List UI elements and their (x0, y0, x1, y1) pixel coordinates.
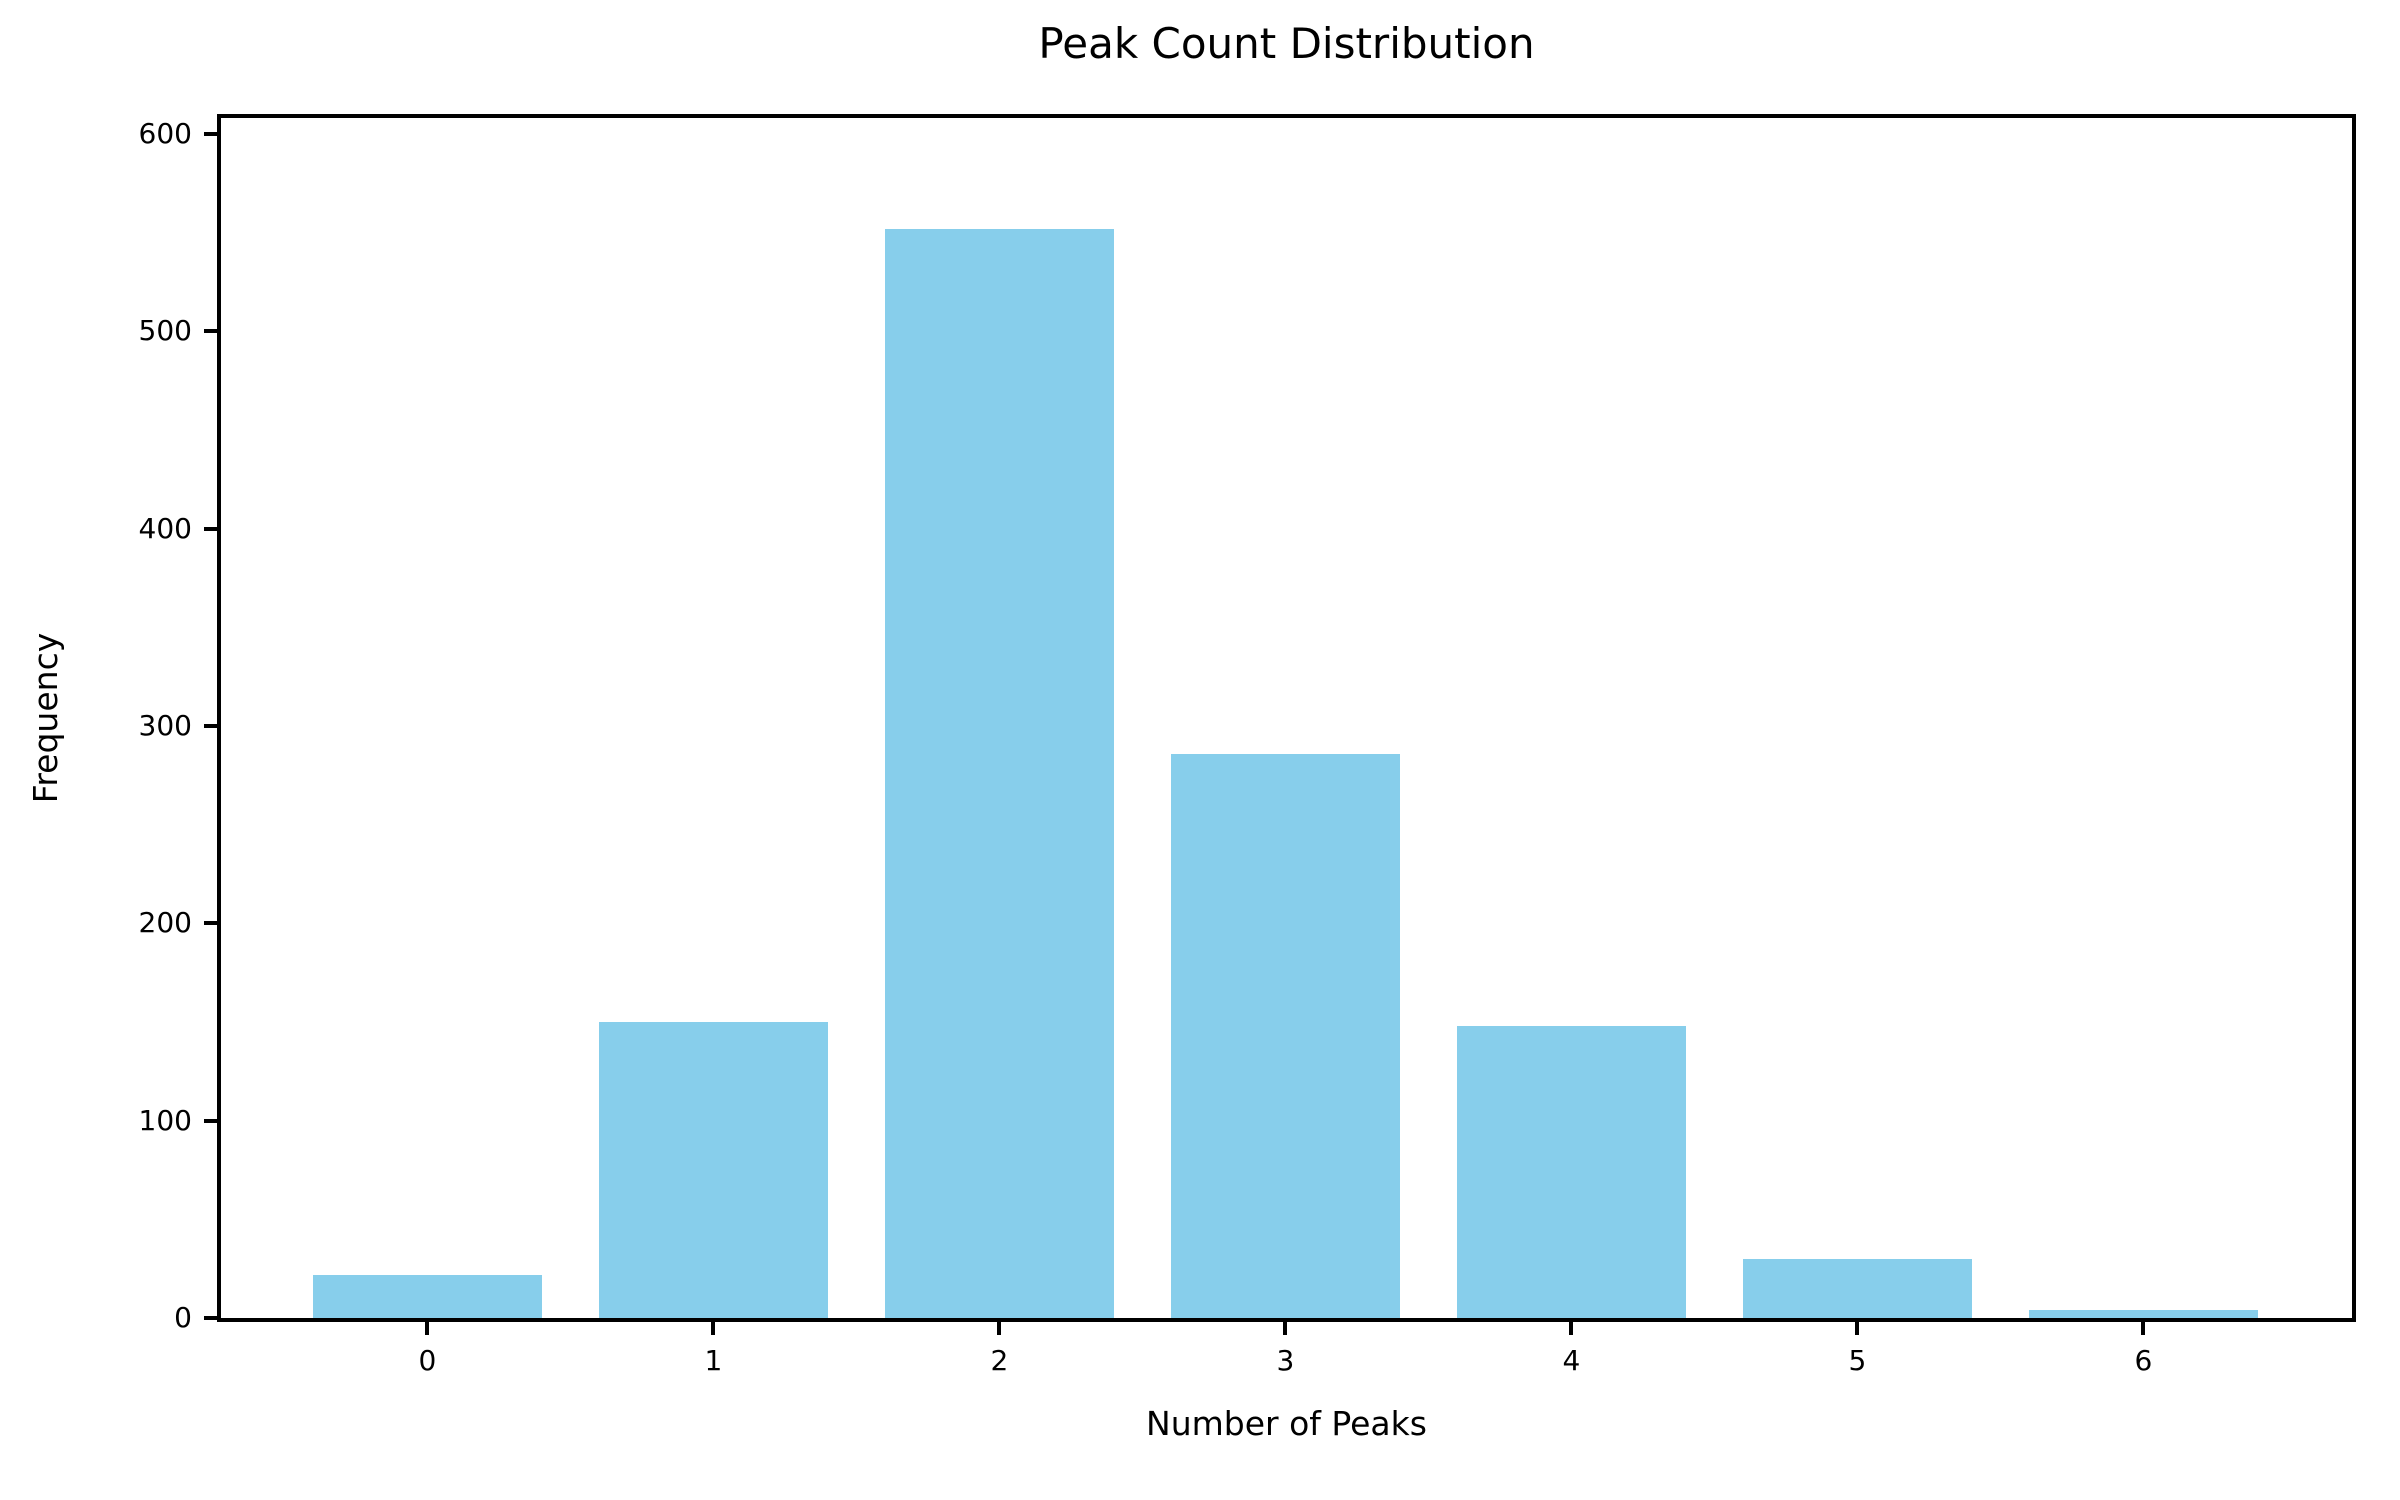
y-tick-label-100: 100 (138, 1103, 192, 1137)
bar-2 (884, 228, 1114, 1318)
y-tick-mark-0 (204, 1316, 217, 1320)
bar-1 (598, 1021, 828, 1318)
x-tick-mark-4 (1569, 1322, 1574, 1335)
x-tick-label-4: 4 (1562, 1344, 1581, 1377)
bar-4 (1456, 1025, 1686, 1318)
y-tick-label-0: 0 (174, 1301, 192, 1334)
y-tick-mark-200 (204, 921, 217, 926)
bar-5 (1742, 1258, 1972, 1318)
y-tick-label-600: 600 (138, 116, 192, 150)
bar-0 (312, 1274, 542, 1318)
x-tick-mark-6 (2141, 1322, 2146, 1335)
y-tick-mark-300 (204, 723, 217, 728)
x-tick-mark-2 (997, 1322, 1002, 1335)
y-tick-label-300: 300 (138, 708, 192, 742)
y-tick-mark-600 (204, 131, 217, 136)
y-tick-mark-400 (204, 526, 217, 531)
x-tick-mark-1 (711, 1322, 716, 1335)
y-tick-mark-100 (204, 1118, 217, 1123)
x-tick-label-6: 6 (2134, 1344, 2153, 1377)
x-tick-mark-5 (1855, 1322, 1860, 1335)
y-tick-label-500: 500 (138, 314, 192, 348)
bar-6 (2028, 1310, 2258, 1318)
x-tick-mark-3 (1283, 1322, 1288, 1335)
x-tick-mark-0 (425, 1322, 430, 1335)
chart-title: Peak Count Distribution (1038, 19, 1535, 68)
x-tick-label-0: 0 (418, 1344, 437, 1377)
y-tick-mark-500 (204, 329, 217, 334)
y-tick-label-200: 200 (138, 906, 192, 940)
plot-area (217, 114, 2356, 1322)
x-tick-label-1: 1 (704, 1344, 723, 1377)
x-tick-label-5: 5 (1848, 1344, 1867, 1377)
x-tick-label-3: 3 (1276, 1344, 1295, 1377)
bar-3 (1170, 753, 1400, 1318)
x-axis-label: Number of Peaks (1146, 1404, 1427, 1443)
y-tick-label-400: 400 (138, 511, 192, 545)
x-tick-label-2: 2 (990, 1344, 1009, 1377)
